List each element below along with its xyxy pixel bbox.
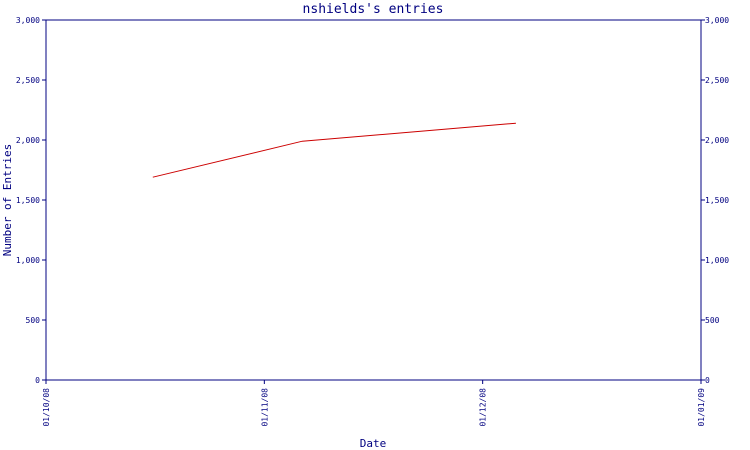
y-tick-label-left: 3,000 [16, 16, 40, 25]
y-tick-label-right: 1,500 [705, 196, 729, 205]
series-line [152, 122, 516, 178]
y-axis-left: 0 500 1,000 1,500 2,000 2,500 3,000 [16, 16, 46, 385]
y-tick-label-right: 2,000 [705, 136, 729, 145]
y-tick-label-left: 2,000 [16, 136, 40, 145]
y-tick-label-left: 500 [26, 316, 41, 325]
y-tick-label-left: 1,500 [16, 196, 40, 205]
y-tick-label-right: 2,500 [705, 76, 729, 85]
y-tick-label-right: 0 [705, 376, 710, 385]
y-tick-label-left: 0 [35, 376, 40, 385]
chart-title: nshields's entries [303, 2, 444, 17]
x-tick-label: 01/10/08 [42, 388, 51, 427]
x-tick-label: 01/11/08 [260, 388, 269, 427]
y-tick-label-left: 2,500 [16, 76, 40, 85]
series-layer [152, 122, 516, 178]
y-tick-label-right: 3,000 [705, 16, 729, 25]
plot-area [45, 19, 702, 381]
x-axis: 01/10/08 01/11/08 01/12/08 01/01/09 [42, 380, 706, 427]
y-tick-label-left: 1,000 [16, 256, 40, 265]
x-axis-label: Date [360, 437, 387, 450]
y-axis-label: Number of Entries [1, 144, 14, 257]
x-tick-label: 01/01/09 [697, 388, 706, 427]
y-tick-label-right: 1,000 [705, 256, 729, 265]
y-axis-right: 0 500 1,000 1,500 2,000 2,500 3,000 [701, 16, 729, 385]
y-tick-label-right: 500 [705, 316, 720, 325]
x-tick-label: 01/12/08 [479, 388, 488, 427]
